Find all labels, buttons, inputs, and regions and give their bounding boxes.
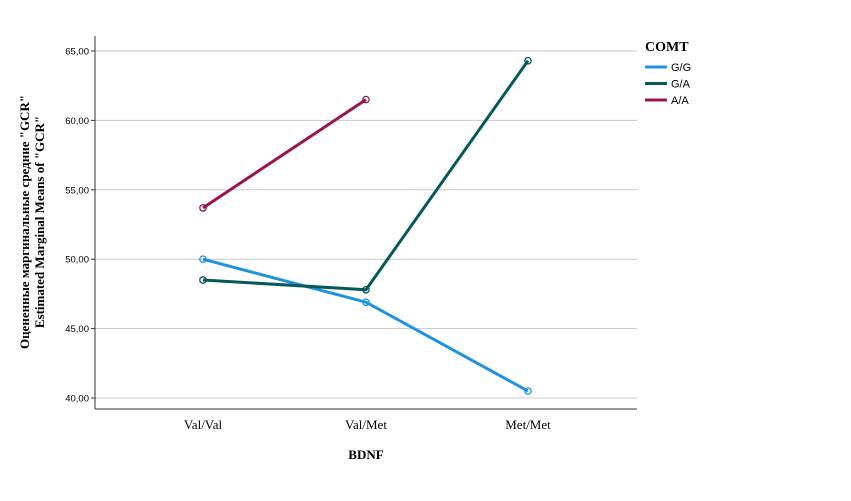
gridlines — [95, 50, 637, 399]
y-axis-title: Оцененные маргинальные средние "GCR" Est… — [17, 95, 47, 349]
y-tick-label: 60,00 — [65, 116, 89, 127]
series-line-g-g — [202, 257, 529, 393]
data-point-g-g — [524, 387, 532, 395]
legend-label: G/A — [671, 79, 691, 91]
legend-item-g-g: G/G — [645, 62, 691, 74]
data-point-g-g — [362, 298, 370, 307]
y-tick-labels: 40,00 45,00 50,00 55,00 60,00 65,00 — [65, 47, 95, 405]
data-point-g-a — [524, 56, 532, 65]
data-point-g-g — [199, 255, 207, 264]
legend-label: G/G — [671, 62, 691, 74]
x-tick-label: Val/Val — [184, 417, 223, 432]
x-tick-label: Val/Met — [345, 417, 387, 432]
y-axis-title-line-2: Estimated Marginal Means of "GCR" — [32, 116, 47, 328]
legend-item-g-a: G/A — [645, 79, 691, 91]
axes — [94, 36, 637, 410]
x-axis-title: BDNF — [348, 447, 383, 462]
y-tick-label: 45,00 — [65, 324, 89, 335]
data-point-a-a — [362, 95, 370, 104]
y-tick-label: 40,00 — [65, 394, 89, 405]
series-line-g-a — [202, 59, 530, 292]
data-point-g-a — [362, 285, 370, 294]
legend-title: COMT — [645, 40, 689, 55]
legend-label: A/A — [671, 95, 689, 107]
legend-item-a-a: A/A — [645, 95, 689, 107]
y-tick-label: 50,00 — [65, 255, 89, 266]
legend: COMT G/G G/A A/A — [645, 40, 691, 107]
y-tick-label: 55,00 — [65, 185, 89, 196]
x-tick-labels: Val/Val Val/Met Met/Met — [184, 417, 551, 432]
data-point-g-a — [199, 276, 207, 284]
y-axis-title-line-1: Оцененные маргинальные средние "GCR" — [17, 95, 32, 349]
data-point-a-a — [199, 203, 207, 212]
x-tick-label: Met/Met — [505, 417, 551, 432]
y-tick-label: 65,00 — [65, 47, 89, 58]
series-group — [199, 56, 532, 395]
series-line-a-a — [202, 98, 367, 210]
